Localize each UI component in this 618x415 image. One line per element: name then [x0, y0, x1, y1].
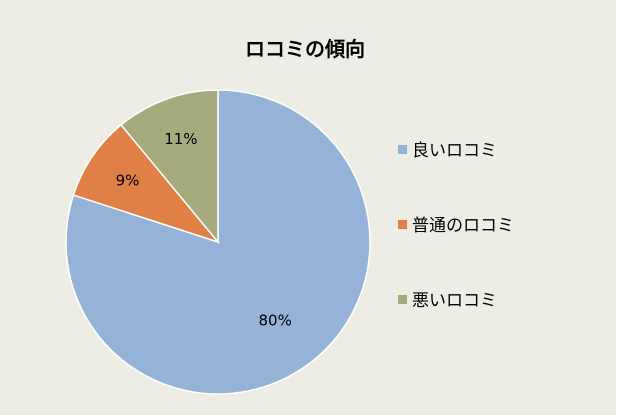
legend-label-3: 悪いロコミ: [412, 291, 497, 311]
legend-item-3: 悪いロコミ: [398, 291, 497, 311]
data-labels: 80% 9% 11%: [116, 130, 292, 330]
legend-item-2: 普通のロコミ: [398, 216, 514, 236]
legend-swatch-2: [398, 220, 407, 229]
pie-slice-3: [120, 89, 219, 245]
data-label-1: 80%: [259, 312, 292, 330]
legend-label-1: 良いロコミ: [412, 141, 497, 161]
pie-slice-2: [72, 123, 221, 244]
chart-title: ロコミの傾向: [245, 37, 365, 61]
legend-label-2: 普通のロコミ: [412, 216, 514, 236]
legend-swatch-1: [398, 145, 407, 154]
right-edge-border: [616, 0, 618, 415]
data-label-2: 9%: [116, 172, 140, 190]
legend-swatch-3: [398, 295, 407, 304]
data-label-3: 11%: [164, 130, 197, 148]
pie: [65, 89, 371, 395]
legend-item-1: 良いロコミ: [398, 141, 497, 161]
